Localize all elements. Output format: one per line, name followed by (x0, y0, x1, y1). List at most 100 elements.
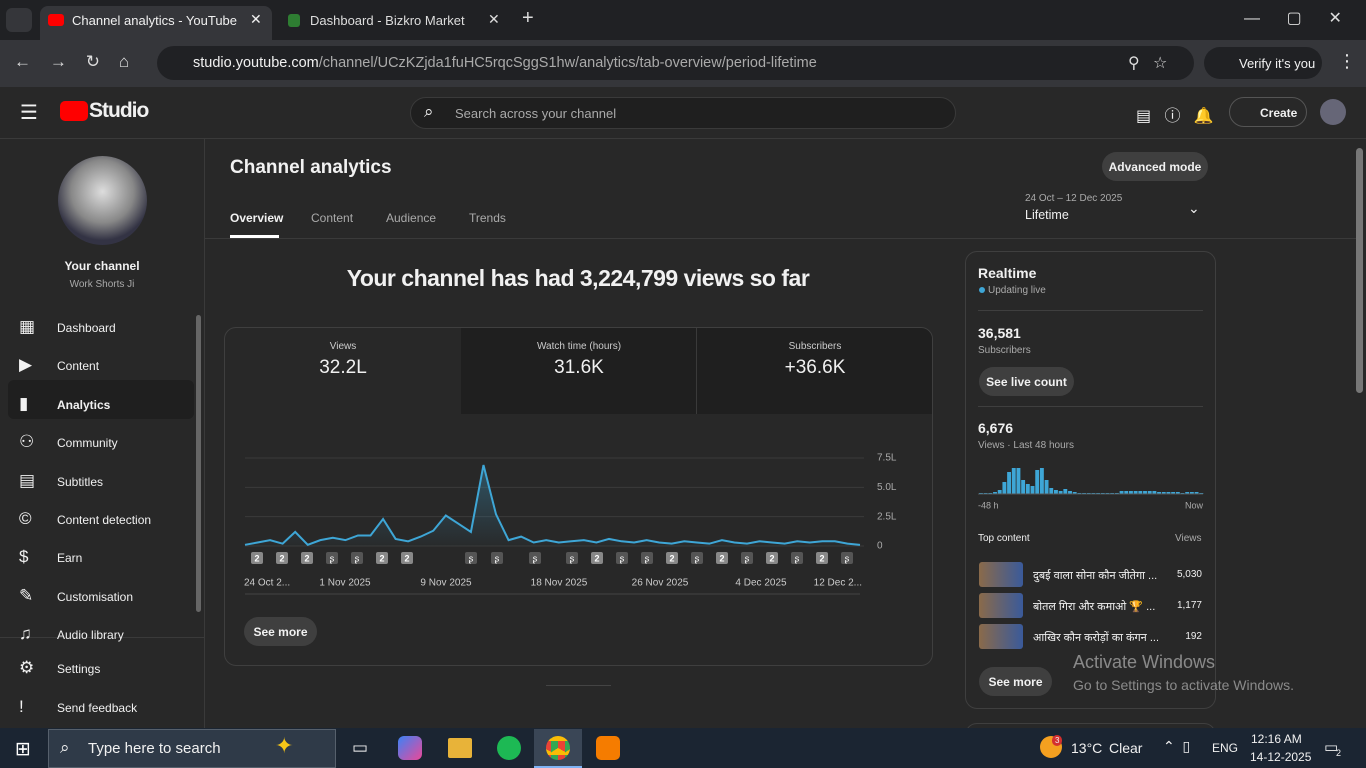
bar (1039, 468, 1044, 494)
nav-buttons[interactable]: ← → ↻ ⌂ (14, 52, 130, 71)
nav-item[interactable]: Customisation (57, 590, 134, 604)
nav-item[interactable]: Content (57, 359, 100, 373)
avatar[interactable] (1320, 99, 1346, 125)
video-marker (491, 552, 503, 564)
content-title[interactable]: आखिर कौन करोड़ों का कंगन ... (1033, 632, 1158, 644)
tab-title: Channel analytics - YouTube Studio (72, 13, 240, 28)
nav-icon: ▶ (19, 355, 33, 374)
realtime-status: Updating live (988, 285, 1046, 296)
bar (1175, 492, 1180, 494)
video-marker-label: 2 (819, 553, 824, 563)
see-live-count[interactable]: See live count (979, 367, 1074, 396)
tab[interactable]: Content (311, 211, 354, 225)
menu[interactable]: ⋮ (1338, 51, 1356, 71)
profile-button[interactable] (1204, 47, 1322, 79)
tab-close[interactable]: ✕ (250, 11, 262, 27)
tab-active[interactable] (40, 6, 272, 40)
divider (546, 685, 611, 686)
nav-item[interactable]: Content detection (57, 513, 152, 527)
temperature: 13°C (1071, 740, 1103, 756)
area (245, 465, 860, 546)
metric-label[interactable]: Subscribers (788, 341, 842, 352)
tab[interactable]: Trends (469, 211, 506, 225)
realtime-see-more[interactable]: See more (979, 667, 1052, 696)
x-tick-label: 4 Dec 2025 (735, 578, 787, 589)
period-dropdown[interactable]: ⌄ (1188, 200, 1200, 216)
nav-item[interactable]: Subtitles (57, 475, 104, 489)
page-scrollbar[interactable] (1356, 148, 1363, 393)
nav-item[interactable]: Settings (57, 662, 101, 676)
subscribers-label: Subscribers (978, 345, 1031, 356)
content-title[interactable]: बोतल गिरा और कमाओ 🏆 ... (1033, 601, 1156, 613)
address-icons[interactable]: ⚲ ☆ (1128, 55, 1168, 72)
nav-item[interactable]: Audio library (57, 628, 124, 642)
content-title[interactable]: दुबई वाला सोना कौन जीतेगा ... (1033, 570, 1158, 582)
tray-icons[interactable]: ⌃ ▯ (1163, 738, 1191, 754)
hamburger[interactable]: ☰ (20, 102, 38, 124)
metric-value[interactable]: +36.6K (784, 357, 846, 378)
tab[interactable]: Audience (386, 211, 437, 225)
profile-label: Verify it's you (1239, 56, 1316, 71)
notification-icon[interactable]: ▭ (1324, 739, 1339, 756)
app-icon[interactable] (596, 736, 620, 760)
sidebar-scrollbar[interactable] (196, 315, 201, 612)
nav-icon: © (19, 509, 32, 528)
video-marker (616, 552, 628, 564)
address-bar[interactable] (157, 46, 1194, 80)
x-tick-label: 24 Oct 2... (244, 578, 290, 589)
thumbnail[interactable] (979, 593, 1023, 618)
nav-item[interactable]: Analytics (57, 398, 111, 412)
nav-item[interactable]: Earn (57, 551, 83, 565)
y-tick-label: 2.5L (877, 511, 897, 522)
tab-title[interactable]: Dashboard - Bizkro Market (310, 13, 465, 28)
app-icon[interactable] (448, 738, 472, 758)
thumbnail[interactable] (979, 624, 1023, 649)
tab[interactable]: Overview (230, 211, 284, 225)
nav-icon: ✎ (19, 586, 34, 605)
channel-avatar[interactable] (58, 156, 147, 245)
y-tick-label: 7.5L (877, 453, 897, 464)
video-marker-label: 2 (254, 553, 259, 563)
nav-item[interactable]: Community (57, 436, 118, 450)
metric-value[interactable]: 31.6K (554, 357, 604, 378)
tab-close[interactable]: ✕ (488, 11, 500, 27)
app-icon[interactable] (497, 736, 521, 760)
metric-label[interactable]: Watch time (hours) (536, 341, 622, 352)
period[interactable]: Lifetime (1025, 208, 1069, 222)
see-more[interactable]: See more (244, 617, 317, 646)
search-box[interactable] (410, 97, 956, 129)
url-host: studio.youtube.com (193, 55, 319, 71)
thumbnail[interactable] (979, 562, 1023, 587)
header-icons[interactable]: ▤ ⓘ 🔔 (1136, 108, 1214, 125)
video-marker (691, 552, 703, 564)
video-marker (529, 552, 541, 564)
nav-active[interactable] (8, 380, 194, 419)
video-marker (741, 552, 753, 564)
nav-item[interactable]: Dashboard (57, 321, 116, 335)
advanced-mode[interactable]: Advanced mode (1102, 152, 1208, 181)
video-marker (376, 552, 388, 564)
metric-label[interactable]: Views (329, 341, 357, 352)
divider (0, 637, 204, 638)
new-tab[interactable]: + (522, 7, 534, 29)
clock-time: 12:16 AM (1251, 732, 1302, 746)
tab-list-button[interactable] (6, 8, 32, 32)
start-button[interactable]: ⊞ (15, 739, 31, 760)
create-button[interactable] (1229, 97, 1307, 127)
video-marker (326, 552, 338, 564)
nav-item[interactable]: Send feedback (57, 701, 138, 715)
app-icon[interactable] (398, 736, 422, 760)
live-dot (979, 287, 985, 293)
video-marker (766, 552, 778, 564)
x-tick-label: 12 Dec 2... (814, 578, 862, 589)
language[interactable]: ENG (1212, 741, 1239, 755)
bar (1171, 492, 1176, 494)
url: studio.youtube.com/channel/UCzKZjda1fuHC… (193, 55, 817, 71)
bar (1189, 492, 1194, 494)
bar (1007, 472, 1012, 494)
window-controls[interactable]: — ▢ ✕ (1244, 10, 1342, 27)
metric-value[interactable]: 32.2L (319, 357, 367, 378)
line (244, 464, 861, 546)
taskbar-search[interactable] (48, 729, 336, 768)
task-view[interactable]: ▭ (352, 738, 369, 757)
